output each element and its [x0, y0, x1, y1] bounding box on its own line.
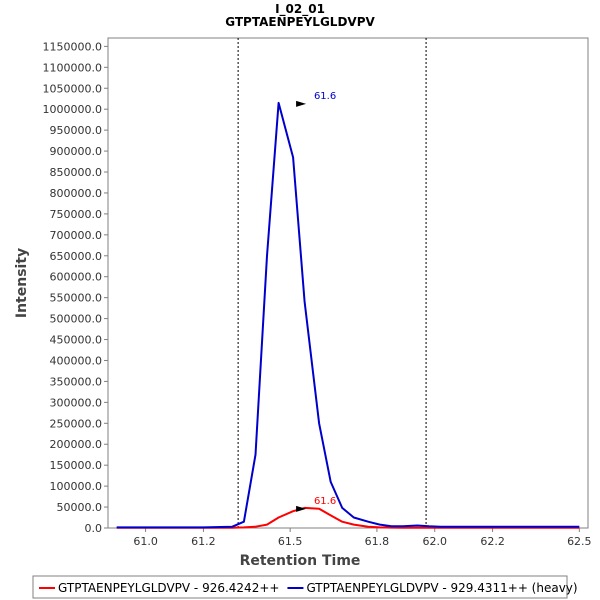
- x-axis-title: Retention Time: [240, 553, 361, 569]
- y-tick-label: 50000.0: [57, 501, 103, 514]
- x-tick-label: 61.2: [191, 535, 216, 548]
- y-tick-label: 450000.0: [50, 334, 103, 347]
- x-axis: 61.0 61.2 61.5 61.8 62.0 62.2 62.5: [133, 528, 592, 548]
- x-tick-label: 62.5: [567, 535, 592, 548]
- peak-boundaries: [237, 38, 427, 528]
- y-tick-label: 600000.0: [50, 271, 103, 284]
- peak-markers: 61.6 61.6: [296, 91, 336, 512]
- legend-label-1: GTPTAENPEYLGLDVPV - 929.4311++ (heavy): [306, 581, 577, 595]
- y-tick-label: 700000.0: [50, 229, 103, 242]
- series-lines: [116, 101, 580, 529]
- y-tick-label: 250000.0: [50, 417, 103, 430]
- y-tick-label: 1150000.0: [43, 40, 103, 53]
- series-line-0: [116, 506, 580, 529]
- y-tick-label: 950000.0: [50, 124, 103, 137]
- y-tick-label: 550000.0: [50, 292, 103, 305]
- y-tick-label: 1050000.0: [43, 82, 103, 95]
- peak-arrow-0: [296, 505, 307, 512]
- y-tick-label: 350000.0: [50, 375, 103, 388]
- x-tick-label: 62.0: [422, 535, 447, 548]
- series-line-1: [116, 101, 580, 529]
- y-tick-label: 750000.0: [50, 208, 103, 221]
- y-tick-label: 500000.0: [50, 313, 103, 326]
- legend-label-0: GTPTAENPEYLGLDVPV - 926.4242++: [58, 581, 279, 595]
- peak-label-0: 61.6: [314, 496, 336, 507]
- y-tick-label: 650000.0: [50, 250, 103, 263]
- y-tick-label: 800000.0: [50, 187, 103, 200]
- x-tick-label: 61.8: [365, 535, 390, 548]
- y-axis-title: Intensity: [14, 248, 30, 318]
- x-tick-label: 61.0: [133, 535, 158, 548]
- y-tick-label: 0.0: [85, 522, 103, 535]
- x-tick-label: 61.5: [278, 535, 303, 548]
- chart-title: I_02_01: [275, 2, 325, 17]
- y-tick-label: 400000.0: [50, 354, 103, 367]
- y-tick-label: 200000.0: [50, 438, 103, 451]
- x-tick-label: 62.2: [480, 535, 505, 548]
- plot-area: [107, 37, 589, 529]
- y-tick-label: 100000.0: [50, 480, 103, 493]
- peak-arrow-1: [296, 100, 307, 107]
- y-tick-label: 1100000.0: [43, 61, 103, 74]
- y-tick-label: 850000.0: [50, 166, 103, 179]
- y-tick-label: 150000.0: [50, 459, 103, 472]
- chart-subtitle: GTPTAENPEYLGLDVPV: [225, 15, 375, 29]
- legend-items: GTPTAENPEYLGLDVPV - 926.4242++ GTPTAENPEY…: [39, 581, 578, 595]
- peak-label-1: 61.6: [314, 91, 336, 102]
- y-axis: 0.0 50000.0 100000.0 150000.0 200000.0 250000…: [43, 40, 108, 535]
- y-tick-label: 900000.0: [50, 145, 103, 158]
- y-tick-label: 1000000.0: [43, 103, 103, 116]
- y-tick-label: 300000.0: [50, 396, 103, 409]
